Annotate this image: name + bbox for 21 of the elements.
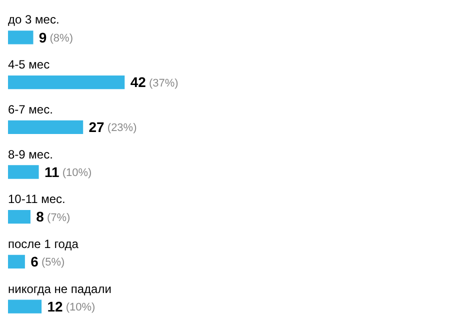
y-tick-label: после 1 года xyxy=(8,237,79,252)
y-tick-label: 10-11 мес. xyxy=(8,192,66,206)
bar xyxy=(8,120,84,134)
data-label: 6 (5%) xyxy=(30,254,65,270)
data-label: 11 (10%) xyxy=(44,164,92,180)
y-tick-label: 4-5 мес xyxy=(8,58,50,72)
data-label: 42 (37%) xyxy=(130,74,178,90)
bar xyxy=(8,210,30,224)
bar xyxy=(8,165,39,179)
data-label: 9 (8%) xyxy=(38,29,73,46)
data-label: 12 (10%) xyxy=(47,298,96,314)
y-tick-label: 6-7 мес. xyxy=(8,102,53,116)
bar xyxy=(8,30,34,44)
bar xyxy=(8,300,42,314)
data-label: 8 (7%) xyxy=(36,208,70,225)
bar xyxy=(8,254,25,269)
y-tick-label: никогда не падали xyxy=(8,282,112,296)
y-tick-label: 8-9 мес. xyxy=(8,147,53,162)
y-tick-label: до 3 мес. xyxy=(8,12,60,27)
data-label: 27 (23%) xyxy=(88,119,137,135)
bar xyxy=(8,75,125,90)
